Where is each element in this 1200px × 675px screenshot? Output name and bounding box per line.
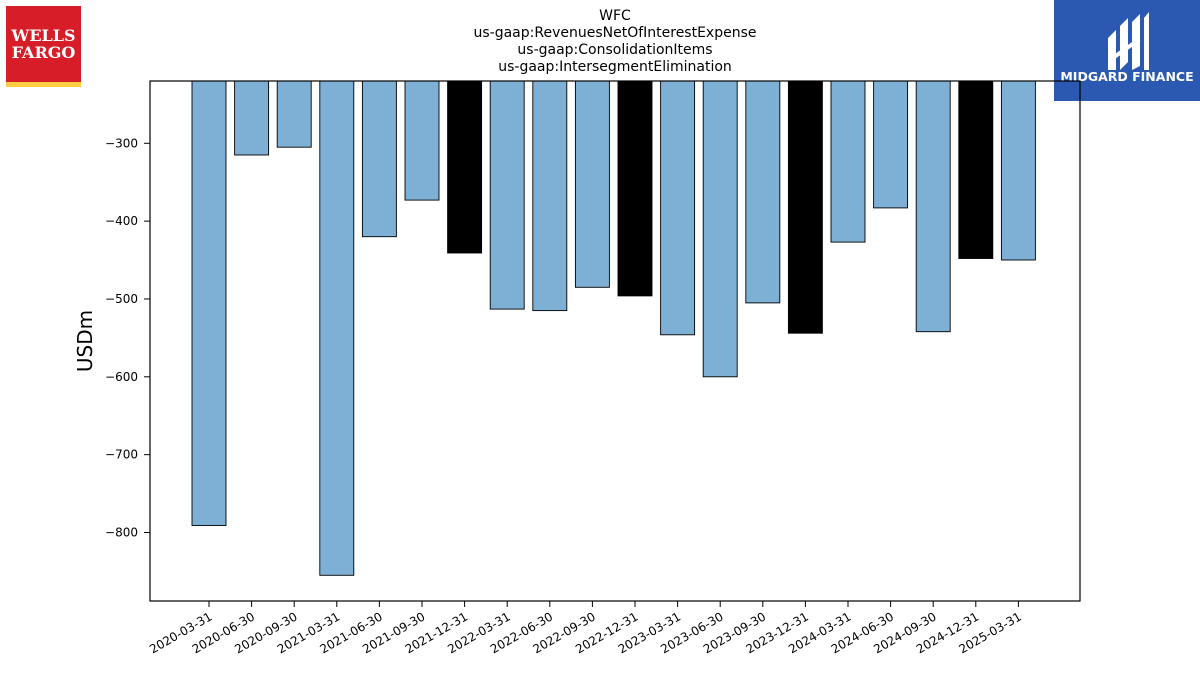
- wells-fargo-logo-stripe: [6, 82, 81, 87]
- y-tick-label: −600: [105, 370, 138, 384]
- y-tick-label: −800: [105, 525, 138, 539]
- wells-fargo-logo: WELLS FARGO: [6, 6, 81, 87]
- bar: [915, 80, 951, 333]
- bar: [489, 80, 525, 310]
- midgard-emblem-icon: [1108, 12, 1149, 70]
- chart-title-line: WFC: [599, 8, 631, 24]
- y-axis-label: USDm: [73, 310, 97, 372]
- bar: [617, 80, 653, 297]
- bar: [702, 80, 738, 378]
- bar: [1000, 80, 1036, 261]
- bar: [276, 80, 312, 148]
- bar: [404, 80, 440, 201]
- midgard-finance-logo-text: MIDGARD FINANCE: [1060, 69, 1193, 84]
- bars: [191, 80, 1036, 576]
- bar: [958, 80, 994, 259]
- y-tick-label: −700: [105, 448, 138, 462]
- bar: [787, 80, 823, 334]
- bar: [873, 80, 909, 209]
- bar: [660, 80, 696, 336]
- wells-fargo-logo-line1: WELLS: [10, 26, 75, 45]
- bar: [574, 80, 610, 288]
- midgard-finance-logo: MIDGARD FINANCE: [1054, 0, 1200, 101]
- y-axis: −300 −400 −500 −600 −700 −800: [105, 136, 150, 539]
- bar: [234, 80, 270, 156]
- bar: [447, 80, 483, 254]
- chart-title-line: us-gaap:ConsolidationItems: [517, 42, 712, 58]
- x-axis: 2020-03-312020-06-302020-09-302021-03-31…: [147, 601, 1024, 656]
- bar: [532, 80, 568, 312]
- wells-fargo-logo-background: [6, 6, 81, 82]
- bar: [191, 80, 227, 526]
- bar: [319, 80, 355, 576]
- plot-frame: [149, 80, 1081, 602]
- y-tick-label: −500: [105, 292, 138, 306]
- chart-title-line: us-gaap:RevenuesNetOfInterestExpense: [473, 25, 756, 41]
- chart-title: WFCus-gaap:RevenuesNetOfInterestExpenseu…: [473, 8, 756, 75]
- chart-title-line: us-gaap:IntersegmentElimination: [498, 59, 732, 75]
- bar: [830, 80, 866, 243]
- y-tick-label: −300: [105, 136, 138, 150]
- bar: [745, 80, 781, 304]
- wells-fargo-logo-line2: FARGO: [12, 43, 76, 62]
- bar: [361, 80, 397, 238]
- y-tick-label: −400: [105, 214, 138, 228]
